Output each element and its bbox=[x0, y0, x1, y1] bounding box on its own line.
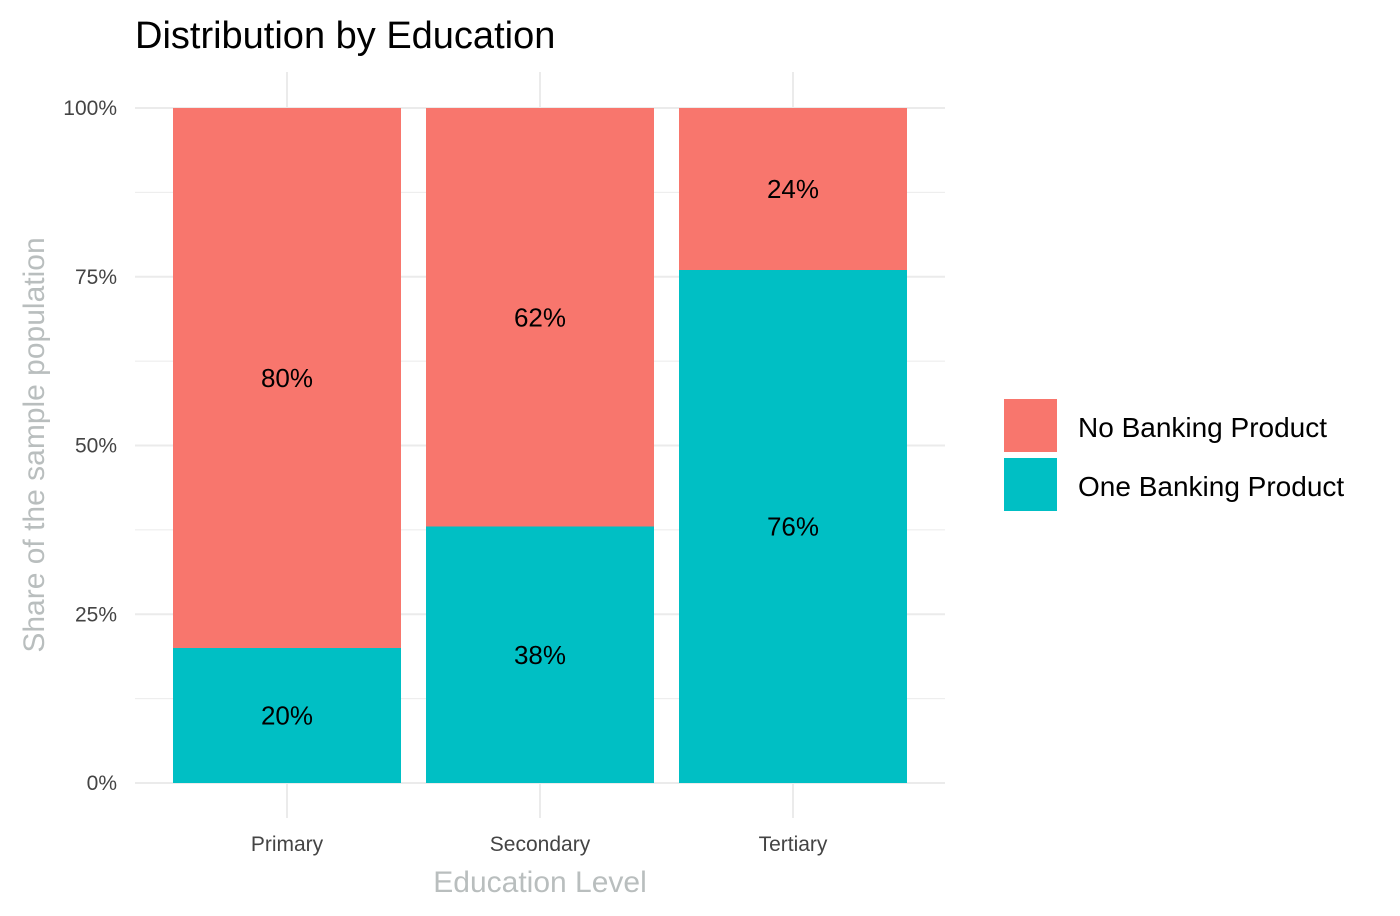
data-label-no-banking-product: 24% bbox=[767, 174, 819, 204]
y-tick-label: 50% bbox=[75, 435, 117, 458]
data-label-no-banking-product: 80% bbox=[261, 363, 313, 393]
x-tick-label: Secondary bbox=[490, 833, 591, 856]
y-tick-label: 25% bbox=[75, 603, 117, 626]
x-tick-label: Tertiary bbox=[759, 833, 828, 856]
y-tick-label: 75% bbox=[75, 266, 117, 289]
y-axis-title: Share of the sample population bbox=[18, 237, 51, 652]
data-label-no-banking-product: 62% bbox=[514, 302, 566, 332]
y-axis-tick-labels: 0% 25% 50% 75% 100% bbox=[63, 97, 117, 795]
data-labels: 20% 80% 38% 62% 76% 24% bbox=[261, 174, 819, 731]
x-tick-label: Primary bbox=[251, 833, 324, 856]
y-tick-label: 100% bbox=[63, 97, 117, 120]
bar-one-banking-product bbox=[426, 526, 654, 783]
x-axis-title: Education Level bbox=[433, 866, 647, 899]
y-tick-label: 0% bbox=[87, 772, 117, 795]
legend-swatch-no-banking-product bbox=[1004, 399, 1057, 452]
legend-label-no-banking-product: No Banking Product bbox=[1078, 412, 1327, 443]
chart-title: Distribution by Education bbox=[135, 15, 555, 57]
bar-one-banking-product bbox=[679, 270, 907, 783]
bar-no-banking-product bbox=[679, 108, 907, 270]
legend-swatch-one-banking-product bbox=[1004, 458, 1057, 511]
bar-no-banking-product bbox=[173, 108, 401, 648]
legend: No Banking Product One Banking Product bbox=[1004, 399, 1344, 511]
x-axis-tick-labels: Primary Secondary Tertiary bbox=[251, 833, 828, 856]
bar-one-banking-product bbox=[173, 648, 401, 783]
bar-no-banking-product bbox=[426, 108, 654, 527]
data-label-one-banking-product: 38% bbox=[514, 640, 566, 670]
data-label-one-banking-product: 76% bbox=[767, 512, 819, 542]
bars bbox=[173, 108, 907, 783]
data-label-one-banking-product: 20% bbox=[261, 701, 313, 731]
legend-label-one-banking-product: One Banking Product bbox=[1078, 471, 1344, 502]
